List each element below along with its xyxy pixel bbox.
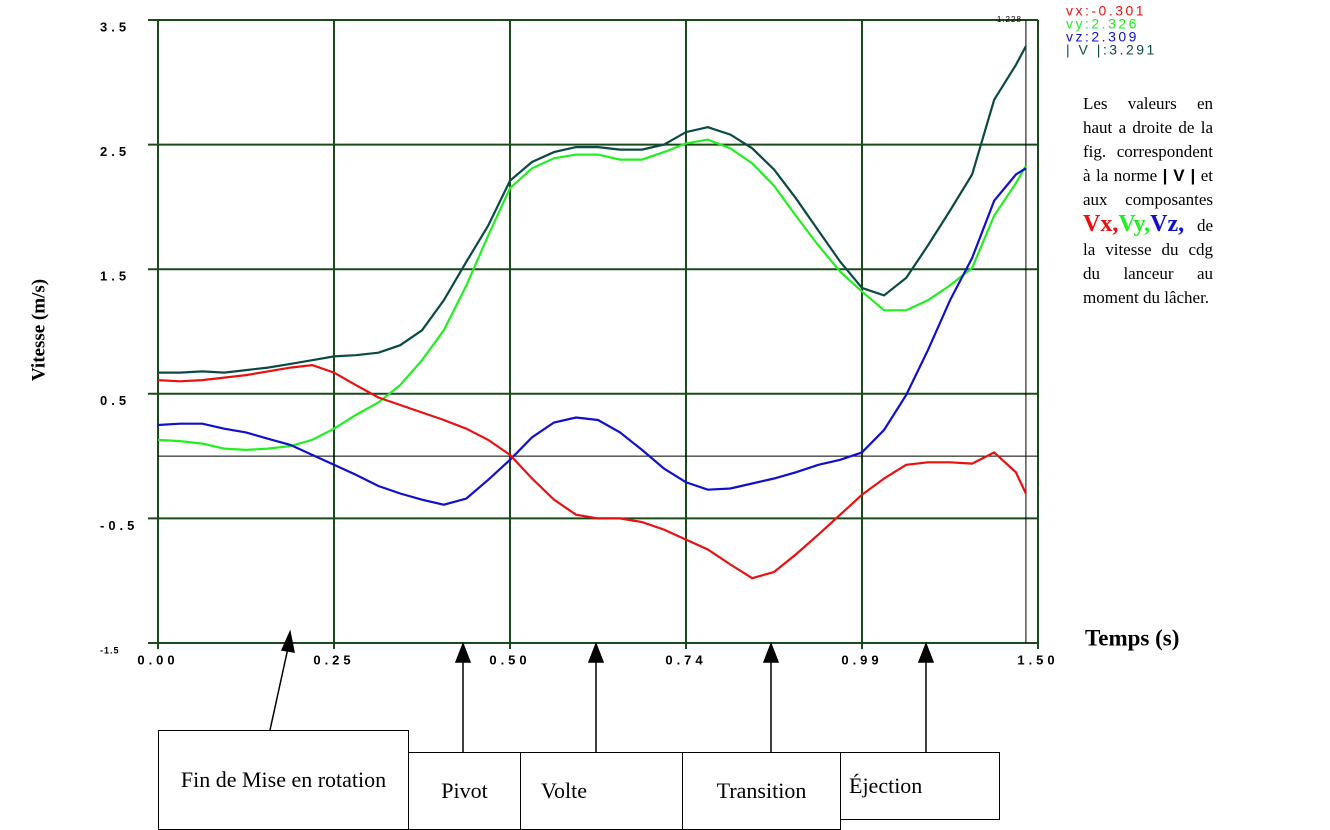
y-tick-label: 2.5 bbox=[100, 144, 130, 159]
readout: vz:2.309 bbox=[1066, 29, 1139, 45]
phase-box: Pivot bbox=[408, 752, 521, 830]
note-text: Les valeurs en haut a droite de la fig. … bbox=[1083, 94, 1213, 185]
x-tick-label: 1.50 bbox=[1017, 652, 1058, 667]
note-text: Vy, bbox=[1118, 211, 1151, 237]
x-tick-label: 0.00 bbox=[137, 652, 178, 667]
note-text: Vx, bbox=[1083, 211, 1119, 237]
x-axis-label: Temps (s) bbox=[1085, 625, 1179, 650]
series-line bbox=[157, 138, 1027, 452]
x-tick-label: 0.25 bbox=[313, 652, 354, 667]
y-tick-label: -1.5 bbox=[100, 645, 120, 655]
y-tick-label: -0.5 bbox=[100, 518, 138, 533]
note-text: Vz, bbox=[1150, 211, 1185, 237]
x-tick-label: 0.74 bbox=[665, 652, 706, 667]
phase-box: Éjection bbox=[840, 752, 1000, 820]
readout: vy:2.326 bbox=[1066, 16, 1139, 32]
arrows bbox=[269, 629, 935, 752]
series-line bbox=[157, 167, 1027, 506]
x-tick-label: 0.99 bbox=[841, 652, 882, 667]
x-tick-label: 0.50 bbox=[489, 652, 530, 667]
note: Les valeurs en haut a droite de la fig. … bbox=[1083, 92, 1213, 310]
phase-box: Fin de Mise en rotation bbox=[158, 730, 409, 830]
y-tick-label: 3.5 bbox=[100, 19, 130, 34]
y-axis-label: Vitesse (m/s) bbox=[28, 279, 49, 381]
note-text: et aux composantes bbox=[1083, 166, 1214, 209]
phase-box: Transition bbox=[682, 752, 841, 830]
readout: vx:-0.301 bbox=[1066, 3, 1146, 19]
y-tick-label: 1.5 bbox=[100, 269, 130, 284]
note-text: de la vitesse du cdg du lanceur au momen… bbox=[1083, 216, 1213, 307]
cursor-label: 1.228 bbox=[997, 15, 1022, 24]
y-tick-label: 0.5 bbox=[100, 393, 130, 408]
readout: | V |:3.291 bbox=[1066, 42, 1157, 58]
series-line bbox=[158, 45, 1027, 374]
series-line bbox=[157, 363, 1027, 580]
note-text: | V | bbox=[1162, 166, 1196, 185]
